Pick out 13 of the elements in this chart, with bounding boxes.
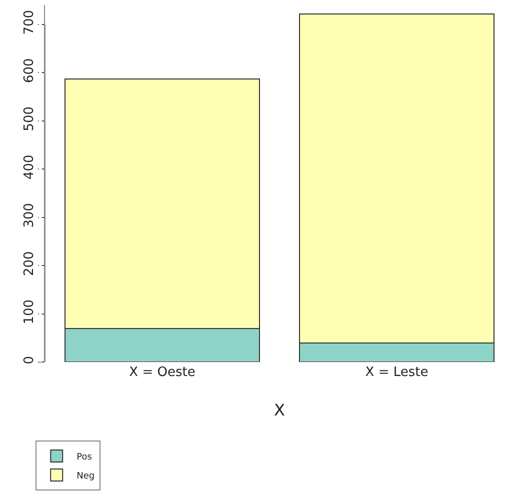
y-tick-label: 300 — [22, 202, 37, 228]
y-tick-label: 100 — [22, 299, 37, 324]
legend-label: Pos — [76, 452, 92, 463]
legend-label: Neg — [76, 472, 95, 482]
x-tick-label: X = Oeste — [129, 365, 196, 380]
y-tick-label: 700 — [22, 10, 37, 35]
y-tick-label: 0 — [22, 356, 37, 364]
x-tick-label: X = Leste — [365, 365, 428, 380]
y-tick-label: 600 — [22, 58, 37, 84]
x-axis-title: X — [274, 400, 286, 420]
y-tick-label: 500 — [22, 106, 37, 132]
y-tick-label: 400 — [22, 154, 37, 180]
y-tick-label: 200 — [22, 251, 37, 276]
